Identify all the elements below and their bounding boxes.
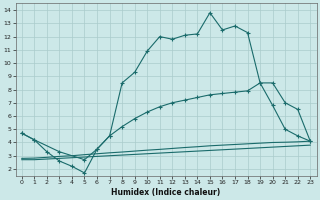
X-axis label: Humidex (Indice chaleur): Humidex (Indice chaleur) <box>111 188 221 197</box>
